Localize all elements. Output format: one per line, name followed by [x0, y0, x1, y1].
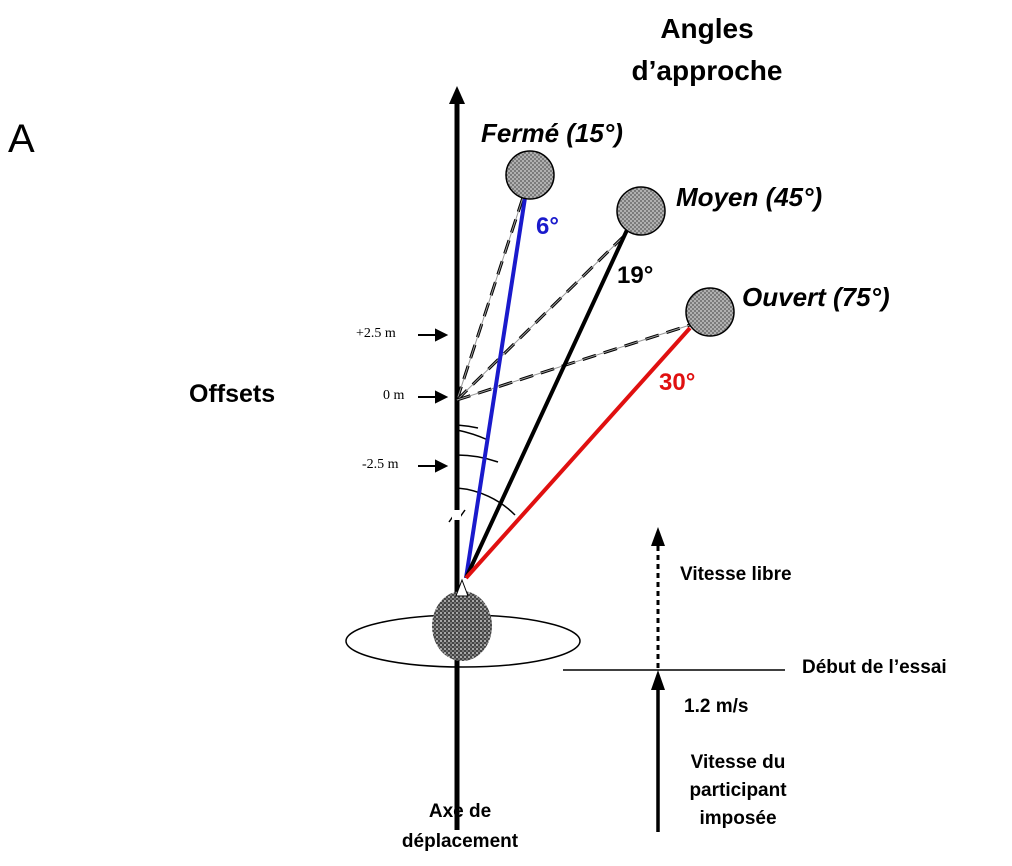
- imposed-speed-label: Vitesse du participant imposée: [658, 749, 818, 833]
- speed-value-label: 1.2 m/s: [684, 696, 749, 717]
- speed-arrows: [563, 527, 785, 832]
- offset-lines: [455, 184, 691, 402]
- deviation-label-ouvert: 30°: [659, 369, 696, 396]
- axis-label: Axe de déplacement: [370, 797, 550, 857]
- path-ferme: [464, 184, 529, 579]
- approach-angles-title: Angles d’approche: [612, 8, 802, 92]
- targets: [505, 150, 735, 337]
- target-label-ouvert: Ouvert (75°): [742, 282, 890, 312]
- target-moyen: [616, 186, 666, 236]
- free-speed-label: Vitesse libre: [680, 564, 792, 585]
- approach-paths: [464, 184, 692, 580]
- imposed-line2: participant: [689, 780, 787, 801]
- axis-label-line2: déplacement: [401, 831, 519, 852]
- deviation-label-ferme: 6°: [536, 213, 559, 240]
- offset-tick-plus: +2.5 m: [356, 326, 396, 341]
- target-label-moyen: Moyen (45°): [676, 182, 823, 212]
- displacement-axis: [448, 86, 466, 830]
- path-moyen: [464, 229, 629, 579]
- trial-start-label: Début de l’essai: [802, 657, 947, 678]
- panel-letter: A: [8, 117, 35, 161]
- deviation-label-moyen: 19°: [617, 262, 654, 289]
- approach-title-line2: d’approche: [631, 55, 783, 86]
- offset-tick-zero: 0 m: [383, 388, 405, 403]
- target-label-ferme: Fermé (15°): [481, 118, 623, 148]
- offsets-title: Offsets: [189, 380, 276, 408]
- offset-tick-arrows: [418, 328, 449, 473]
- imposed-line3: imposée: [699, 808, 777, 829]
- axis-label-line1: Axe de: [428, 801, 492, 822]
- path-ouvert: [464, 326, 692, 580]
- participant-figure: [345, 578, 581, 668]
- target-ouvert: [685, 287, 735, 337]
- target-ferme: [505, 150, 555, 200]
- offset-tick-minus: -2.5 m: [362, 457, 399, 472]
- approach-title-line1: Angles: [660, 13, 754, 44]
- imposed-line1: Vitesse du: [690, 752, 786, 773]
